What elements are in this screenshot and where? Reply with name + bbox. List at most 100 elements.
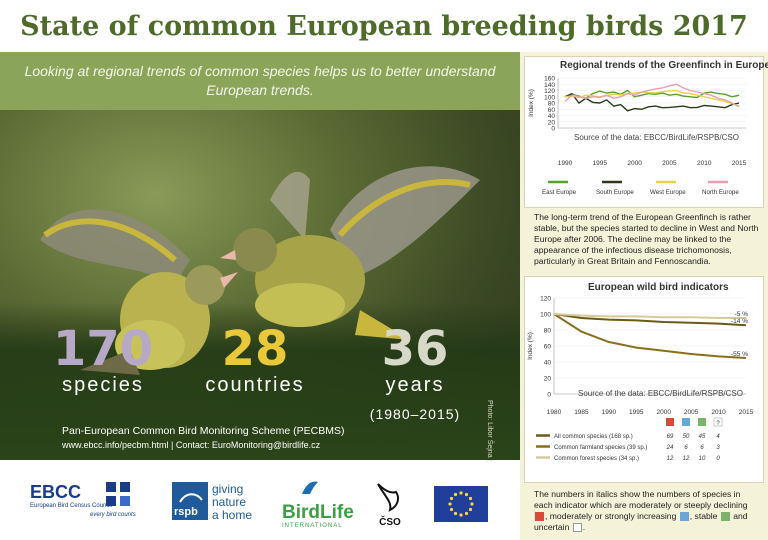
birdlife-bird-icon [302,481,318,494]
chart1-x-tick: 2010 [697,160,712,167]
chart2-x-tick: 1980 [547,409,562,416]
chart1-series-line-2 [564,89,740,107]
greenfinch-birds-illustration [40,166,480,375]
chart2-series-line-1 [553,313,747,359]
pine-foliage [0,302,520,460]
chart1-y-tick: 60 [548,107,556,114]
chart2-end-label: -14 % [731,318,748,325]
indicators-table: ? All common species (168 sp.) 69 50 45 4 Comm… [536,417,723,462]
ebcc-logo-tagline: every bird counts [90,512,136,518]
chart1-series-line-1 [564,92,740,112]
greenfinch-description: The long-term trend of the European Gree… [534,212,759,266]
cso-logo[interactable]: ČSO [372,480,408,528]
scheme-name: Pan-European Common Bird Monitoring Sche… [62,425,345,437]
cso-bird-icon [377,483,399,512]
table-row-value: 6 [700,445,704,451]
table-row-value: 0 [716,456,720,462]
greenfinch-photo: Looking at regional trends of common spe… [0,52,520,460]
chart1-series-line-0 [564,89,740,100]
partner-logos: EBCC European Bird Census Council every … [0,462,520,540]
table-row-value: 45 [699,434,706,440]
rspb-avocet-icon [172,482,208,520]
table-row-value: 3 [716,445,720,451]
table-row-value: 50 [683,434,690,440]
chart2-y-tick: 20 [544,376,552,383]
table-row-value: 69 [667,434,674,440]
ebcc-logo-text: EBCC [30,482,82,502]
table-row-value: 6 [684,445,688,451]
footnote-text-2: , moderately or strongly increasing [545,511,677,521]
chart2-x-tick: 2000 [656,409,671,416]
footnote-text-4: and uncertain [534,511,748,532]
stat-species-label: species [62,374,144,396]
chart1-x-tick: 1995 [593,160,608,167]
chart1-legend-label: North Europe [702,189,739,196]
stat-countries-number: 28 [221,321,289,377]
ebcc-logo[interactable]: EBCC European Bird Census Council every … [30,482,136,518]
eu-star [464,492,469,497]
table-header-uncertain: ? [716,421,720,427]
rspb-tagline-3: a home [212,508,253,522]
stat-countries: 28 countries [195,324,315,396]
chart1-y-tick: 100 [544,94,555,101]
chart2-x-tick: 1995 [629,409,644,416]
rspb-tagline-1: giving [212,482,244,496]
chart2-x-tick: 1985 [574,409,589,416]
table-row-value: 12 [683,456,690,462]
chart2-end-label: -5 % [735,311,749,318]
table-row-value: 10 [699,456,706,462]
chart1-y-tick: 140 [544,82,555,89]
eu-star [459,491,463,495]
eu-flag-logo[interactable] [434,486,488,527]
chart2-y-tick: 40 [544,360,552,367]
stat-years: 36 years [360,324,470,396]
chart1-legend-label: West Europe [650,189,686,196]
footnote-text-5: . [582,522,586,532]
stat-countries-label: countries [205,374,305,396]
table-row-label: Common farmland species (39 sp.) [554,445,647,451]
declining-red-box [535,512,544,522]
chart2-y-label: Index (%) [527,332,534,360]
eu-star [464,511,469,516]
stat-years-label: years [385,374,445,396]
eu-star [453,511,458,516]
chart2-y-tick: 0 [547,392,551,399]
footnote-text-1: The numbers in italics show the numbers … [534,489,748,510]
cso-logo-text: ČSO [379,517,401,528]
eu-star [470,502,474,506]
table-header-box [682,418,690,426]
ebcc-bird-icon [106,482,130,506]
ebcc-logo-sub: European Bird Census Council [30,503,113,509]
chart2-source: Source of the data: EBCC/BirdLife/RSPB/C… [578,389,743,398]
chart1-legend-label: South Europe [596,189,634,196]
eu-star [468,496,473,501]
chart2-x-tick: 2005 [684,409,699,416]
uncertain-white-box [572,523,582,533]
chart2-end-label: -55 % [731,351,748,358]
chart2-x-tick: 1990 [602,409,617,416]
eu-star [453,492,458,497]
chart1-y-label: Index (%) [528,89,535,117]
rspb-logo-text: rspb [174,506,198,518]
stable-green-box [720,512,730,522]
chart2-x-tick: 2015 [739,409,754,416]
rspb-logo[interactable]: rspb giving nature a home [172,482,252,525]
chart1-x-tick: 2000 [627,160,642,167]
chart2-x-tick: 2010 [711,409,726,416]
chart2-series-line-2 [553,313,746,319]
chart1-x-tick: 2005 [662,160,677,167]
eu-star [468,507,473,512]
indicators-chart-card [524,276,764,483]
chart1-y-tick: 0 [551,126,555,133]
chart1-y-tick: 120 [544,88,555,95]
rspb-tagline-2: nature [212,495,247,509]
table-row-value: 12 [667,456,674,462]
stat-years-number: 36 [381,321,449,377]
table-row-value: 24 [666,445,674,451]
birdlife-logo[interactable]: BirdLife INTERNATIONAL [282,476,354,529]
chart2-title: European wild bird indicators [588,282,729,293]
contact-links[interactable]: www.ebcc.info/pecbm.html | Contact: Euro… [62,440,321,450]
subtitle-text: Looking at regional trends of common spe… [24,63,496,98]
chart2-y-tick: 120 [540,296,551,303]
